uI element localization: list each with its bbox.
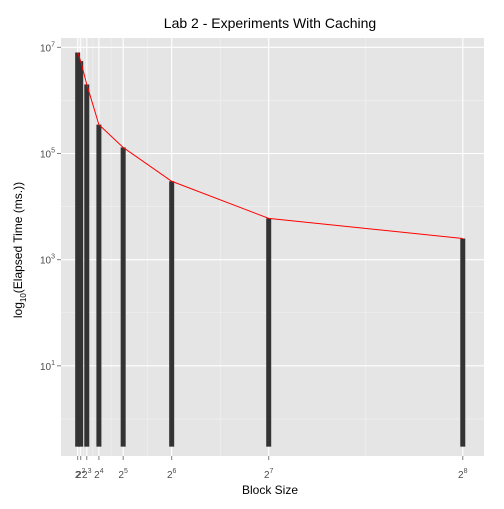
bar [78,61,84,447]
x-tick-label: 26 [167,468,177,481]
bar [96,124,102,447]
y-tick-label: 101 [40,360,55,373]
bar [120,147,126,447]
y-tick-label: 107 [40,41,55,54]
chart-title: Lab 2 - Experiments With Caching [164,15,376,31]
x-tick-label: 23 [82,468,92,481]
x-tick-label: 25 [118,468,128,481]
bar [169,181,175,447]
x-tick-label: 22 [76,468,86,481]
plot-panel [61,38,484,456]
y-tick-label: 103 [40,254,55,267]
bar [266,218,272,447]
x-tick-label: 2 [75,470,81,481]
x-tick-label: 27 [264,468,274,481]
series-line [77,52,463,240]
bar [84,84,90,447]
x-tick-label: 28 [458,468,468,481]
bar [75,52,81,447]
y-tick-label: 105 [40,148,55,161]
y-axis-label: log10(Elapsed Time (ms.)) [11,182,28,318]
bar [460,238,466,447]
x-tick-label: 24 [94,468,104,481]
x-axis-label: Block Size [242,483,298,497]
